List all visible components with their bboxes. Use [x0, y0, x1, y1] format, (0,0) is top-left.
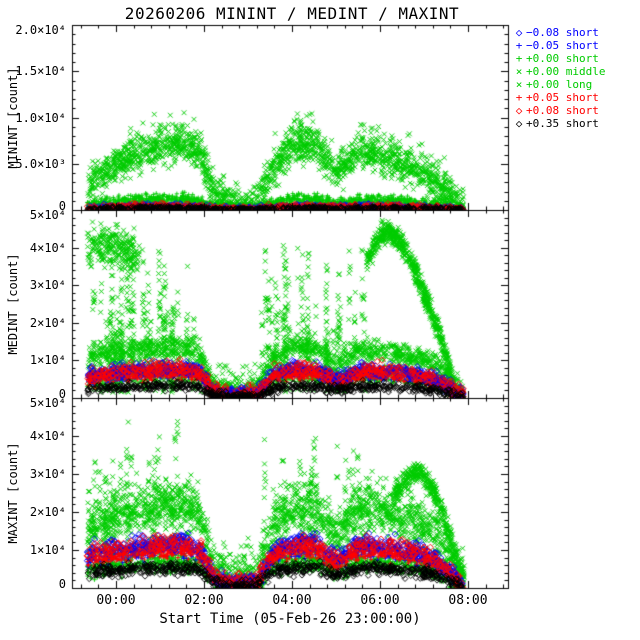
legend-label: +0.05 short [526, 91, 599, 104]
legend-label: −0.05 short [526, 39, 599, 52]
y-tick-label: 4×10⁴ [29, 429, 66, 443]
diamond-marker-icon: ◇ [515, 26, 523, 39]
legend-item: × +0.00 long [512, 78, 593, 91]
diamond-marker-icon: ◇ [515, 104, 523, 117]
x-tick-label: 02:00 [184, 593, 224, 608]
y-tick-label: 1.0×10⁴ [15, 110, 66, 125]
y-tick-label: 4×10⁴ [29, 240, 66, 255]
x-tick-label: 00:00 [96, 593, 136, 608]
legend-item: + −0.05 short [512, 39, 599, 52]
cross-marker-icon: × [515, 65, 523, 78]
legend-item: ◇ −0.08 short [512, 26, 599, 39]
y-tick-label: 5×10⁴ [29, 208, 66, 222]
legend-label: +0.08 short [526, 104, 599, 117]
plus-marker-icon: + [515, 39, 523, 52]
y-tick-label: 0 [58, 199, 66, 213]
legend-item: + +0.05 short [512, 91, 599, 104]
y-tick-label: 1.5×10⁴ [15, 64, 66, 79]
legend-label: −0.08 short [526, 26, 599, 39]
y-tick-label: 2.0×10⁴ [15, 23, 66, 37]
x-tick-label: 04:00 [272, 593, 312, 608]
legend-item: ◇ +0.35 short [512, 117, 599, 130]
legend-item: × +0.00 middle [512, 65, 606, 78]
y-tick-label: 0 [58, 577, 66, 591]
y-tick-label: 0 [58, 387, 66, 401]
y-tick-label: 3×10⁴ [29, 467, 66, 481]
y-tick-label: 2×10⁴ [29, 315, 66, 330]
y-tick-label: 1×10⁴ [29, 543, 66, 557]
legend-label: +0.00 middle [526, 65, 606, 78]
legend-label: +0.00 short [526, 52, 599, 65]
plus-marker-icon: + [515, 52, 523, 65]
y-axis-title: MEDINT [count] [6, 253, 20, 355]
x-tick-label: 06:00 [360, 593, 400, 608]
y-tick-label: 5.0×10³ [15, 156, 66, 171]
plot-title: 20260206 MININT / MEDINT / MAXINT [124, 4, 460, 23]
y-axis-title: MAXINT [count] [6, 442, 20, 544]
legend-item: + +0.00 short [512, 52, 599, 65]
diamond-marker-icon: ◇ [515, 117, 523, 130]
cross-marker-icon: × [515, 78, 523, 91]
y-axis-title: MININT [count] [6, 66, 20, 169]
legend-label: +0.35 short [526, 117, 599, 130]
x-tick-label: 08:00 [448, 593, 488, 608]
y-tick-label: 1×10⁴ [29, 353, 66, 368]
y-tick-label: 2×10⁴ [29, 505, 66, 519]
plus-marker-icon: + [515, 91, 523, 104]
legend-label: +0.00 long [526, 78, 593, 91]
y-tick-label: 5×10⁴ [29, 396, 66, 410]
legend-item: ◇ +0.08 short [512, 104, 599, 117]
y-tick-label: 3×10⁴ [29, 278, 66, 293]
x-axis-title: Start Time (05-Feb-26 23:00:00) [159, 611, 421, 627]
